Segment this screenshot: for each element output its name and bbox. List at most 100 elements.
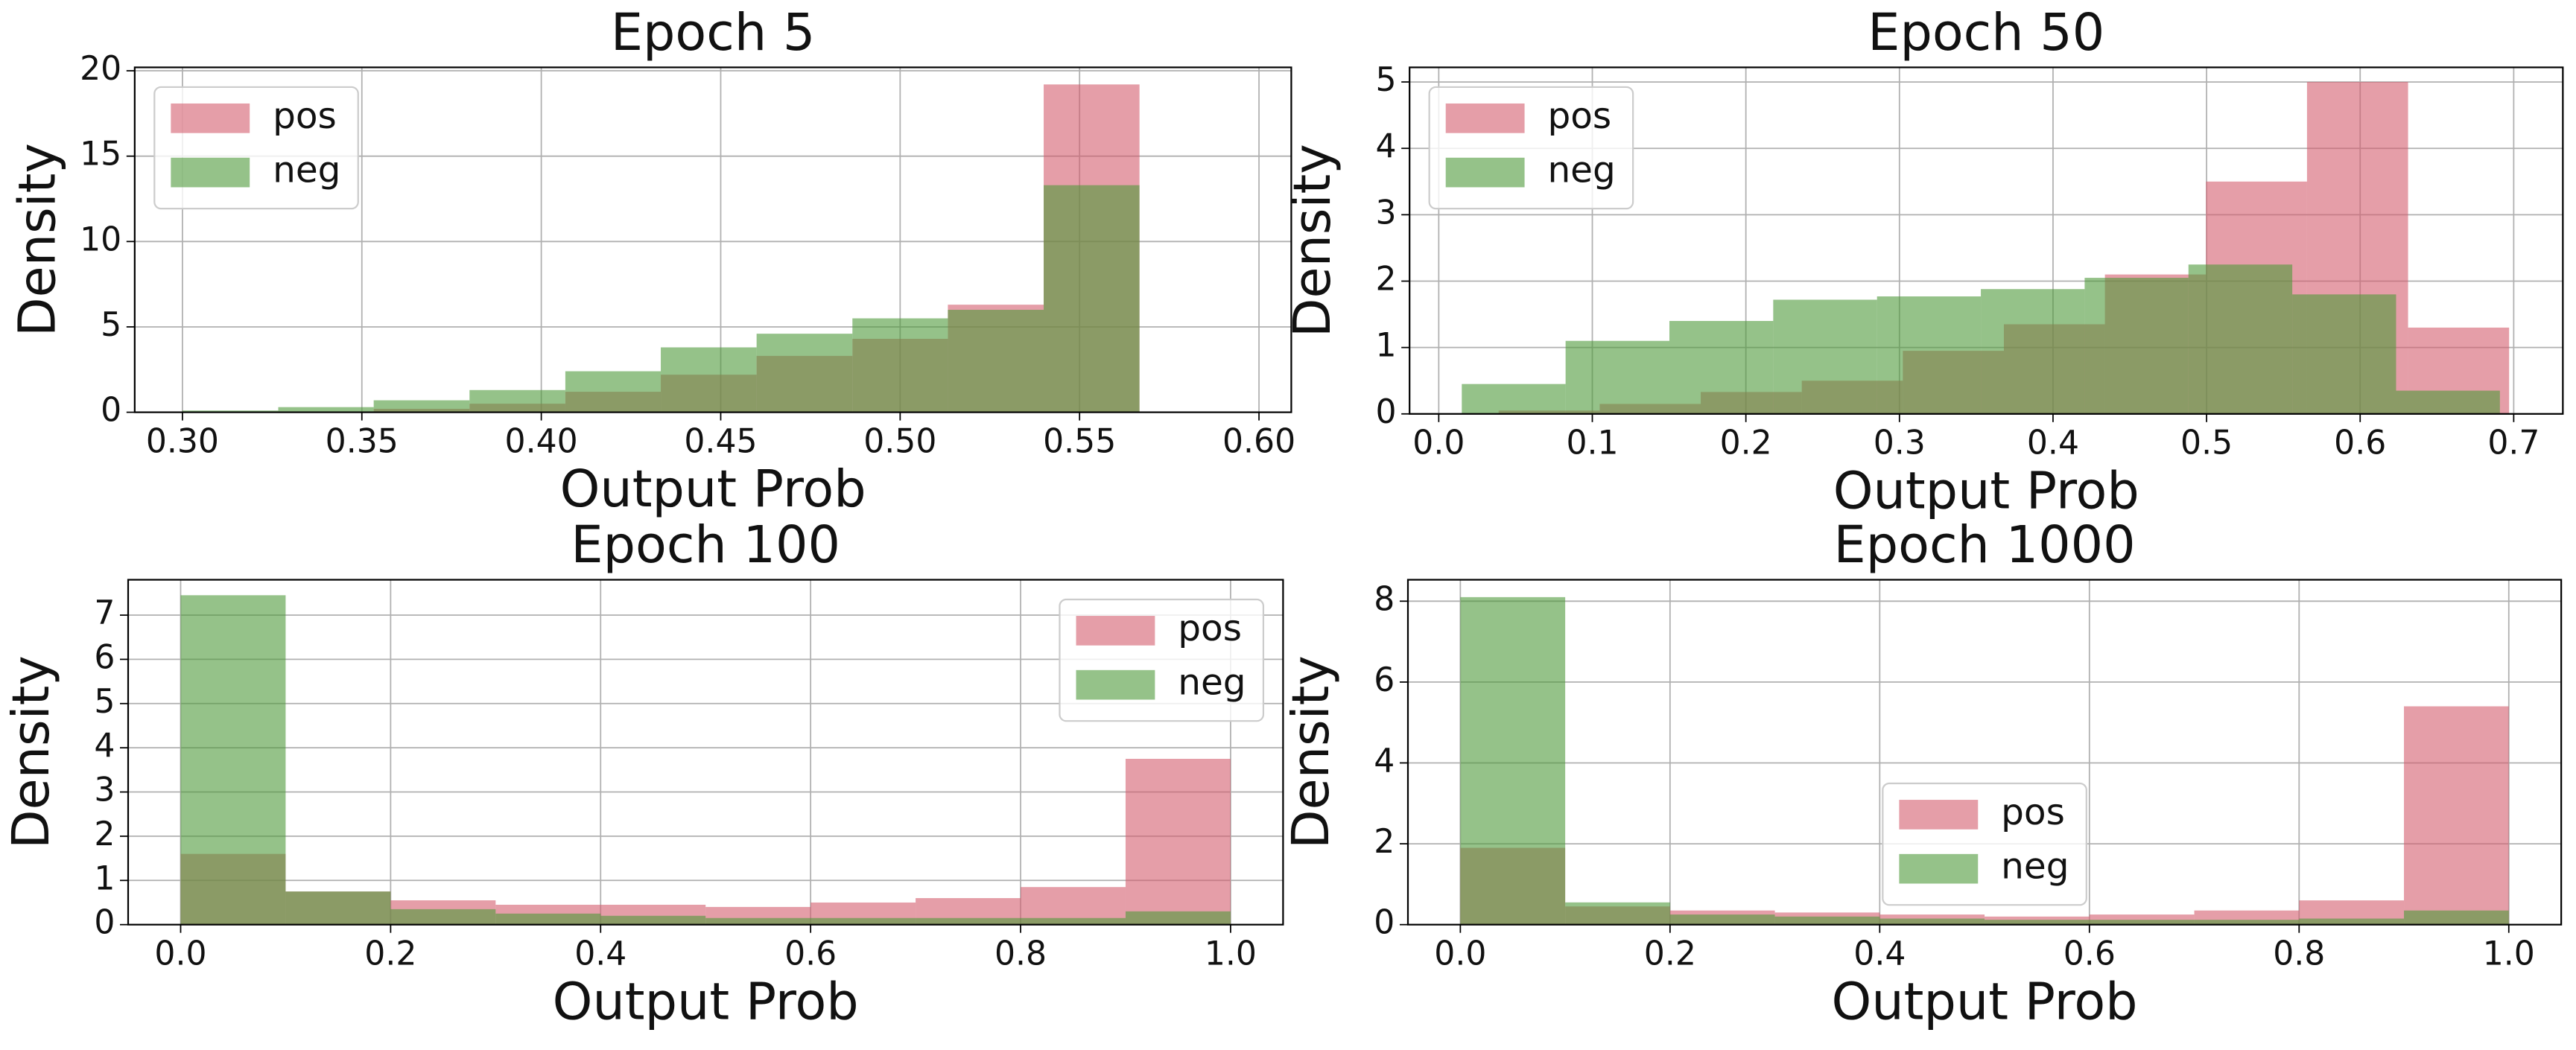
x-tick-label: 0.50 — [863, 422, 936, 460]
hist-bar — [182, 410, 279, 413]
hist-bar — [2299, 918, 2405, 925]
x-tick-label: 0.40 — [505, 422, 578, 460]
legend-label: pos — [1178, 608, 1242, 649]
x-axis-label: Output Prob — [560, 460, 866, 519]
y-axis-label: Density — [1282, 655, 1341, 849]
legend-label: neg — [1547, 150, 1615, 191]
y-tick-label: 4 — [94, 727, 115, 765]
hist-bar — [285, 891, 391, 925]
hist-bar — [2089, 920, 2195, 925]
legend-swatch — [171, 103, 250, 133]
x-tick-label: 0.45 — [684, 422, 757, 460]
x-tick-label: 0.3 — [1874, 424, 1926, 462]
hist-bar — [1773, 299, 1877, 414]
y-tick-label: 5 — [94, 683, 115, 721]
hist-bar — [705, 917, 811, 925]
hist-bar — [1981, 289, 2085, 414]
x-tick-label: 0.4 — [574, 935, 626, 973]
x-tick-label: 0.6 — [784, 935, 837, 973]
y-tick-label: 4 — [1375, 127, 1396, 165]
x-tick-label: 0.35 — [326, 422, 399, 460]
x-axis-label: Output Prob — [553, 973, 859, 1031]
legend-label: neg — [1178, 662, 1246, 704]
chart-title: Epoch 5 — [611, 4, 816, 63]
y-axis-label: Density — [9, 143, 68, 337]
x-tick-label: 0.1 — [1566, 424, 1618, 462]
y-tick-label: 1 — [94, 859, 115, 897]
x-tick-label: 0.4 — [1853, 935, 1906, 973]
x-tick-label: 1.0 — [2483, 935, 2535, 973]
y-tick-label: 4 — [1374, 742, 1395, 780]
x-tick-label: 0.0 — [1412, 424, 1465, 462]
y-tick-label: 1 — [1375, 327, 1396, 365]
hist-bar — [1669, 914, 1775, 925]
subplot: 0 1 2 3 4 5 0.0 0.1 0.2 0.3 0.4 0.5 0.6 0.7 Epoch 50 Ou… — [1284, 4, 2564, 521]
chart-title: Epoch 100 — [571, 516, 840, 575]
hist-bar — [2396, 390, 2500, 414]
subplot: 0 1 2 3 4 5 6 7 0.0 0.2 0.4 0.6 0.8 1.0 Epoch 100 Outpu… — [2, 516, 1284, 1031]
x-tick-label: 0.6 — [2063, 935, 2116, 973]
legend-swatch — [1076, 616, 1155, 646]
x-tick-label: 0.2 — [1720, 424, 1772, 462]
hist-bar — [2188, 264, 2293, 414]
y-tick-label: 8 — [1374, 580, 1395, 618]
hist-bar — [1462, 384, 1566, 414]
hist-bar — [469, 389, 565, 413]
x-tick-label: 0.2 — [1644, 935, 1696, 973]
hist-bar — [1021, 917, 1126, 925]
subplot: 0 2 4 6 8 0.0 0.2 0.4 0.6 0.8 1.0 Epoch 1000 Output … — [1282, 516, 2563, 1031]
hist-bar — [2404, 706, 2509, 925]
hist-bar — [278, 407, 374, 413]
hist-bar — [1565, 902, 1670, 925]
hist-bar — [1125, 911, 1231, 925]
x-tick-label: 0.55 — [1043, 422, 1116, 460]
y-axis-label: Density — [1284, 144, 1342, 337]
y-axis-label: Density — [2, 655, 61, 849]
x-tick-label: 0.5 — [2180, 424, 2233, 462]
y-tick-label: 5 — [101, 306, 121, 344]
y-tick-label: 0 — [1375, 393, 1396, 431]
legend-swatch — [1899, 800, 1979, 830]
hist-bar — [948, 310, 1044, 413]
x-tick-label: 0.8 — [994, 935, 1047, 973]
x-tick-label: 0.60 — [1222, 422, 1295, 460]
hist-bar — [1460, 596, 1566, 925]
legend-swatch — [1445, 103, 1525, 133]
y-tick-label: 6 — [94, 638, 115, 676]
y-tick-label: 5 — [1375, 61, 1396, 99]
legend-swatch — [1076, 669, 1155, 700]
y-tick-label: 2 — [94, 815, 115, 853]
y-tick-label: 7 — [94, 594, 115, 632]
plot-frame — [133, 66, 1292, 413]
hist-bar — [1774, 916, 1880, 925]
legend-label: neg — [273, 150, 340, 191]
hist-bar — [373, 400, 470, 413]
hist-bar — [916, 917, 1021, 925]
y-tick-label: 3 — [94, 771, 115, 809]
plot-frame — [1406, 579, 2563, 926]
legend-swatch — [171, 157, 250, 188]
legend-label: neg — [2001, 846, 2069, 888]
hist-bar — [852, 318, 948, 413]
plot-frame — [1409, 66, 2564, 415]
hist-bar — [1877, 296, 1982, 414]
y-tick-label: 20 — [80, 50, 121, 88]
x-axis-label: Output Prob — [1833, 462, 2139, 521]
hist-bar — [2292, 294, 2396, 414]
legend-label: pos — [273, 95, 337, 137]
hist-bar — [756, 334, 853, 413]
hist-bar — [495, 913, 601, 925]
x-tick-label: 0.4 — [2027, 424, 2079, 462]
legend-label: pos — [1547, 95, 1611, 137]
x-tick-label: 0.6 — [2334, 424, 2386, 462]
y-tick-label: 10 — [80, 220, 121, 258]
legend-swatch — [1445, 157, 1525, 188]
hist-bar — [2404, 910, 2509, 925]
legend-label: pos — [2001, 792, 2065, 833]
plot-frame — [127, 579, 1284, 926]
x-tick-label: 0.8 — [2273, 935, 2325, 973]
hist-bar — [565, 371, 662, 413]
x-tick-label: 0.30 — [146, 422, 219, 460]
